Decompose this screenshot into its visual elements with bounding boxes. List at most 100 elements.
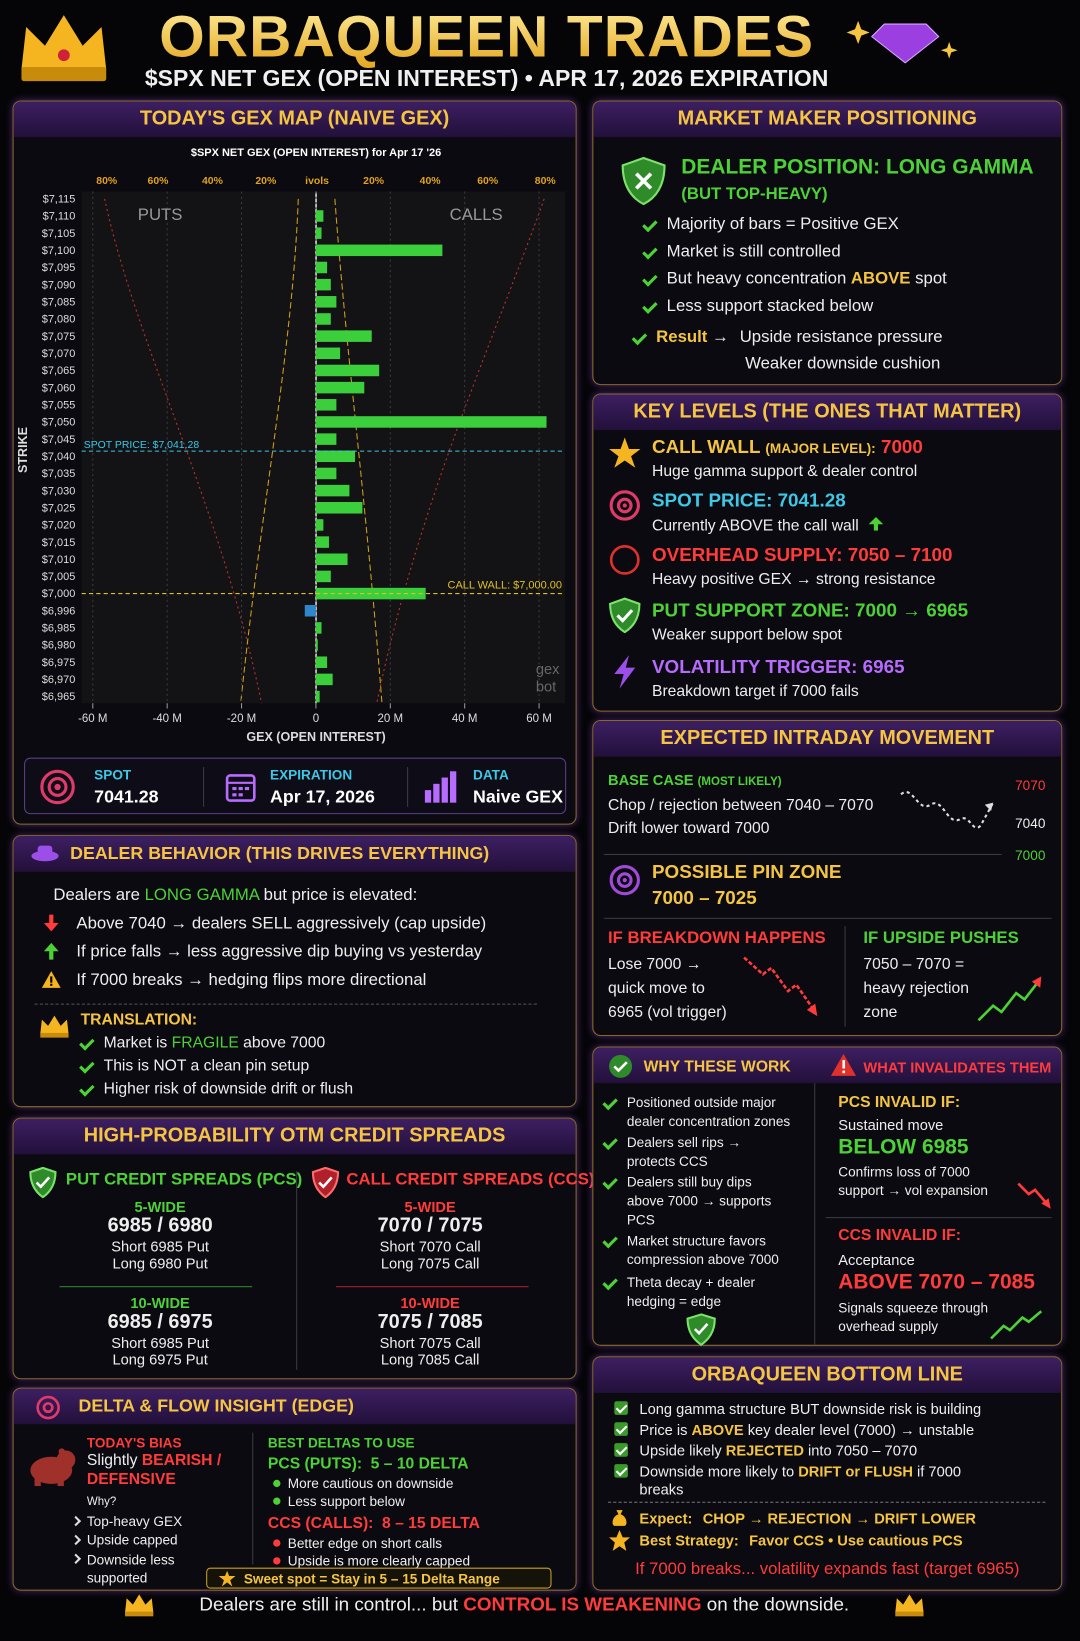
market-maker-panel: MARKET MAKER POSITIONING DEALER POSITION…	[592, 100, 1063, 386]
shape	[244, 786, 250, 791]
level: BELOW 6985	[838, 1135, 969, 1159]
pin-title: POSSIBLE PIN ZONE	[651, 861, 842, 883]
spot-annotation: SPOT PRICE: $7,041.28	[84, 440, 200, 451]
shape	[609, 1054, 633, 1078]
shape	[895, 1611, 924, 1617]
bar	[315, 450, 355, 463]
shape	[43, 942, 59, 960]
desc: Currently ABOVE the call wall	[651, 516, 859, 535]
shape	[238, 786, 243, 791]
gex-chart: $SPX NET GEX (OPEN INTEREST) for Apr 17 …	[16, 147, 566, 744]
text: Favor CCS • Use cautious PCS	[749, 1532, 963, 1549]
shape	[232, 793, 237, 797]
translation-items: Market is	[103, 1033, 172, 1052]
range: 8 – 15 DELTA	[381, 1514, 480, 1533]
down-arrow	[743, 956, 818, 1017]
lines: Lose 7000 →	[608, 955, 702, 974]
heading: DELTA & FLOW INSIGHT (EDGE)	[13, 1388, 576, 1425]
divider	[203, 767, 205, 807]
shape	[57, 1476, 64, 1487]
items: ABOVE	[691, 1421, 744, 1438]
bar	[315, 673, 333, 686]
bar	[315, 467, 337, 480]
shape	[1041, 1198, 1051, 1209]
short: Short 6985 Put	[111, 1238, 209, 1255]
label: Expect:	[639, 1510, 693, 1527]
up-trend-arrow	[990, 1310, 1043, 1340]
target-icon	[609, 490, 640, 521]
items: Less support below	[273, 1493, 406, 1510]
title: ORBAQUEEN TRADES	[126, 2, 848, 70]
title: CCS (CALLS):	[267, 1514, 374, 1533]
items: Long gamma structure BUT downside risk i…	[614, 1400, 982, 1417]
box: Downside more likely to DRIFT or FLUSH i…	[614, 1463, 984, 1499]
shape	[225, 774, 256, 802]
why-items: Upside capped	[86, 1532, 178, 1548]
title: CALL WALL	[651, 436, 761, 458]
up-arrow	[43, 942, 59, 960]
shape	[984, 802, 994, 812]
y-tick-label: $6,985	[42, 623, 76, 635]
long: Long 7075 Call	[380, 1254, 480, 1272]
y-tick-label: $7,055	[42, 399, 76, 411]
shape	[50, 976, 53, 983]
heading: MARKET MAKER POSITIONING	[593, 101, 1062, 138]
shape	[609, 490, 640, 521]
box: Currently ABOVE the call wall	[652, 516, 884, 535]
width: 5-WIDE	[404, 1198, 456, 1216]
items: Price is	[639, 1421, 692, 1438]
target-icon	[609, 864, 640, 896]
translation-items: above 7000	[238, 1033, 326, 1052]
why-invalid-panel: WHY THESE WORK WHAT INVALIDATES THEM Pos…	[592, 1046, 1063, 1347]
y-tick-label: $7,085	[42, 296, 76, 308]
shape	[56, 1450, 76, 1470]
x-tick-label: 40 M	[452, 713, 478, 725]
lines: 7050 – 7070 =	[863, 955, 965, 974]
why: Why?	[86, 1495, 117, 1509]
box: Result → Upside resistance pressure	[656, 329, 942, 348]
y-tick-label: $7,000	[42, 588, 76, 600]
items: Market structure favors compression abov…	[627, 1232, 807, 1270]
shape	[743, 956, 817, 1013]
bar	[315, 570, 331, 583]
y-tick-label: $7,105	[42, 228, 76, 240]
shape	[43, 914, 59, 932]
width: 5-WIDE	[134, 1198, 186, 1216]
heading: WHY THESE WORK	[643, 1058, 791, 1076]
strikes: 6985 / 6980	[107, 1215, 213, 1237]
bar	[304, 604, 316, 617]
x-tick-label: 60 M	[526, 713, 552, 725]
shape	[441, 777, 448, 803]
shape	[616, 497, 633, 514]
title: PCS (PUTS):	[267, 1454, 363, 1473]
bear-icon	[30, 1448, 76, 1487]
box: 10-WIDE 7075 / 7085 Short 7075 Call Long…	[325, 1295, 534, 1368]
shape	[58, 1448, 65, 1455]
top-axis-label: 60%	[477, 176, 499, 187]
bar	[315, 536, 329, 548]
bar	[315, 416, 547, 428]
bar	[315, 244, 443, 257]
bar	[315, 639, 318, 651]
shape	[218, 1570, 236, 1587]
pre: Acceptance	[838, 1251, 915, 1269]
box: Best Strategy: Favor CCS • Use cautious …	[639, 1532, 962, 1549]
divider	[335, 1286, 529, 1288]
y-tick-label: $7,045	[42, 434, 76, 446]
shape	[634, 172, 653, 190]
why-items: Top-heavy GEX	[86, 1513, 183, 1529]
target-icon	[40, 769, 75, 805]
shape	[614, 655, 636, 689]
shape	[238, 793, 243, 797]
strikes: 7075 / 7085	[377, 1311, 483, 1334]
bar	[315, 519, 324, 531]
shape	[622, 503, 627, 508]
y-tick-label: $6,970	[42, 674, 76, 686]
lines: zone	[863, 1003, 898, 1022]
lines: heavy rejection	[863, 979, 969, 998]
y-tick-label: $7,110	[43, 211, 76, 223]
bar	[315, 313, 331, 325]
x-tick-label: 20 M	[378, 713, 404, 725]
shape	[433, 783, 440, 803]
